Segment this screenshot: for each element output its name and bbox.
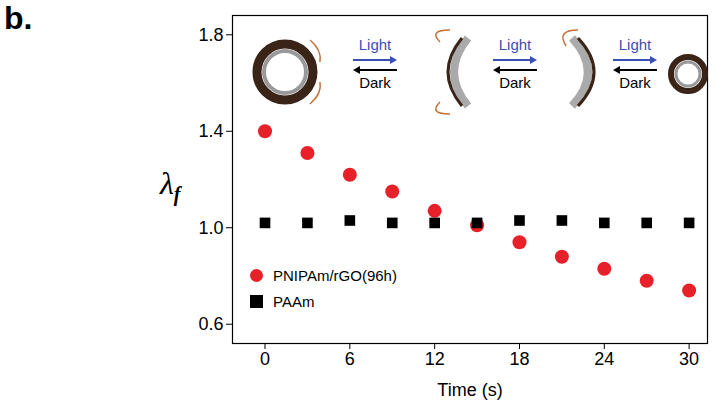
svg-text:Dark: Dark <box>499 74 531 91</box>
svg-text:1.0: 1.0 <box>198 217 223 237</box>
svg-text:Light: Light <box>619 36 652 53</box>
svg-text:0: 0 <box>260 349 270 369</box>
svg-text:24: 24 <box>594 349 614 369</box>
html-text:PAAm: PAAm <box>273 292 315 310</box>
html-text:λf: λf <box>160 165 181 206</box>
svg-text:1.8: 1.8 <box>198 25 223 45</box>
svg-text:18: 18 <box>509 349 529 369</box>
svg-text:Light: Light <box>359 36 392 53</box>
svg-text:1.4: 1.4 <box>198 121 223 141</box>
svg-text:Dark: Dark <box>619 74 651 91</box>
svg-text:Time (s): Time (s) <box>437 380 502 400</box>
svg-text:0.6: 0.6 <box>198 314 223 334</box>
svg-text:Dark: Dark <box>359 74 391 91</box>
svg-text:12: 12 <box>425 349 445 369</box>
svg-text:Light: Light <box>499 36 532 53</box>
svg-text:30: 30 <box>679 349 699 369</box>
html-text:b.: b. <box>4 0 33 36</box>
html-text:PNIPAm/rGO(96h): PNIPAm/rGO(96h) <box>273 266 397 284</box>
svg-text:6: 6 <box>345 349 355 369</box>
